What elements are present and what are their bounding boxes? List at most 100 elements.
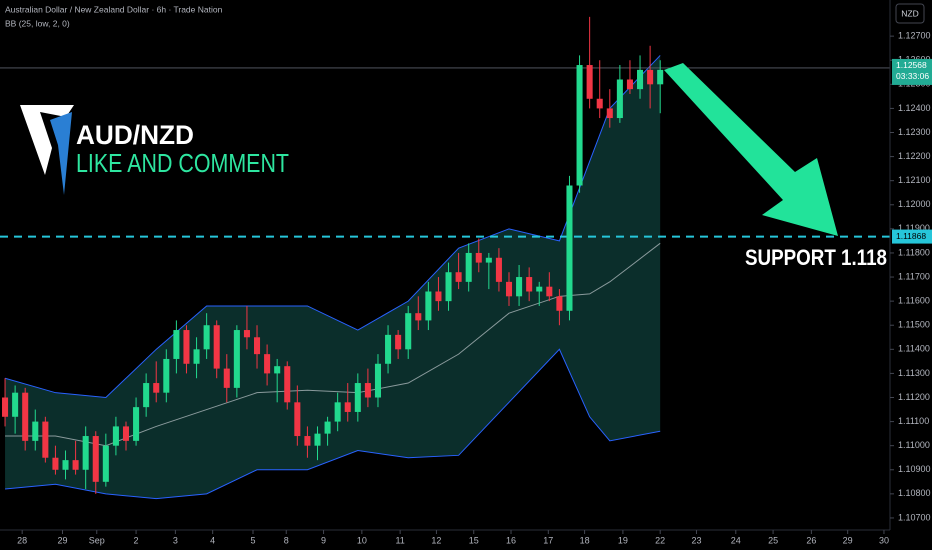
candle-body — [435, 291, 442, 302]
candle-body — [596, 98, 603, 109]
candle-body — [556, 296, 563, 311]
x-tick-label: 5 — [250, 535, 255, 545]
y-tick-label: 1.11300 — [898, 368, 930, 378]
candle-body — [82, 436, 89, 470]
candle-body — [334, 402, 341, 422]
candle-body — [314, 433, 321, 446]
candle-body — [626, 79, 633, 90]
y-tick-label: 1.12000 — [898, 199, 931, 209]
y-tick-label: 1.12400 — [898, 103, 931, 113]
x-tick-label: Sep — [89, 535, 105, 545]
price-tag-label: 1.12568 — [896, 60, 927, 70]
candle-body — [647, 69, 654, 85]
candle-body — [415, 313, 422, 321]
candle-body — [395, 334, 402, 350]
logo-blue — [50, 112, 72, 195]
support-annotation: SUPPORT 1.118 — [745, 245, 887, 270]
candle-body — [536, 286, 543, 292]
candle-body — [405, 313, 412, 350]
x-tick-label: 9 — [321, 535, 326, 545]
candle-body — [193, 349, 200, 364]
candle-body — [22, 392, 29, 441]
chart-subtitle: LIKE AND COMMENT — [76, 148, 289, 178]
x-tick-label: 4 — [210, 535, 215, 545]
candle-body — [62, 460, 69, 470]
candle-body — [445, 272, 452, 302]
x-tick-label: 24 — [731, 535, 741, 545]
candle-body — [586, 65, 593, 99]
support-tag-label: 1.11868 — [896, 231, 926, 241]
candle-body — [112, 426, 119, 446]
candle-body — [213, 325, 220, 369]
candle-body — [52, 457, 59, 470]
candle-body — [304, 436, 311, 446]
candle-body — [264, 354, 271, 374]
candle-body — [92, 436, 99, 482]
candle-body — [122, 426, 130, 441]
y-tick-label: 1.11700 — [898, 271, 930, 281]
candle-body — [576, 65, 583, 186]
support-tag — [892, 229, 932, 244]
candle-body — [364, 383, 371, 398]
y-tick-label: 1.12700 — [898, 31, 931, 41]
y-tick-label: 1.11000 — [898, 440, 930, 450]
y-tick-label: 1.10800 — [898, 488, 931, 498]
candle-body — [233, 330, 240, 388]
candle-body — [72, 460, 79, 470]
x-tick-label: 12 — [431, 535, 441, 545]
currency-button[interactable] — [895, 3, 925, 24]
candle-body — [32, 421, 39, 441]
candle-body — [2, 397, 9, 417]
y-tick-label: 1.11900 — [898, 223, 930, 233]
x-tick-label: 15 — [469, 535, 479, 545]
x-tick-label: 29 — [843, 535, 853, 545]
candle-body — [657, 69, 664, 85]
candle-body — [284, 366, 291, 403]
candle-body — [516, 277, 523, 297]
x-tick-label: 10 — [357, 535, 367, 545]
candle-body — [637, 69, 644, 90]
candle-body — [173, 330, 180, 359]
x-tick-label: 11 — [395, 535, 404, 545]
x-tick-label: 28 — [17, 535, 27, 545]
y-tick-label: 1.11100 — [898, 416, 929, 426]
x-tick-label: 22 — [655, 535, 665, 545]
candle-body — [183, 330, 190, 364]
candle-body — [385, 334, 392, 364]
plot-area — [0, 16, 890, 500]
price-tag — [892, 58, 932, 85]
y-tick-label: 1.12300 — [898, 127, 931, 137]
currency-label[interactable]: NZD — [901, 8, 918, 18]
candle-body — [294, 402, 301, 437]
x-tick-label: 18 — [580, 535, 590, 545]
x-tick-label: 23 — [691, 535, 701, 545]
y-tick-label: 1.11600 — [898, 296, 930, 306]
candle-body — [465, 252, 472, 282]
candle-body — [223, 368, 230, 388]
candle-body — [243, 330, 250, 338]
candle-body — [42, 421, 49, 458]
logo-white — [20, 105, 74, 175]
symbol-header: Australian Dollar / New Zealand Dollar ·… — [5, 4, 223, 14]
candle-body — [344, 402, 351, 412]
candle-body — [505, 281, 513, 297]
x-tick-label: 16 — [506, 535, 516, 545]
x-tick-label: 29 — [57, 535, 67, 545]
x-tick-label: 8 — [284, 535, 289, 545]
candle-body — [495, 257, 502, 282]
y-tick-label: 1.11200 — [898, 392, 930, 402]
y-tick-label: 1.10700 — [898, 512, 931, 522]
candle-body — [425, 291, 432, 321]
x-tick-label: 25 — [768, 535, 778, 545]
candle-body — [475, 252, 482, 263]
candle-body — [546, 286, 553, 297]
x-tick-label: 17 — [543, 535, 553, 545]
y-tick-label: 1.11800 — [898, 247, 930, 257]
candle-body — [203, 325, 210, 350]
x-tick-label: 3 — [173, 535, 178, 545]
y-tick-label: 1.11500 — [898, 320, 930, 330]
x-tick-label: 26 — [806, 535, 816, 545]
x-tick-label: 2 — [134, 535, 139, 545]
